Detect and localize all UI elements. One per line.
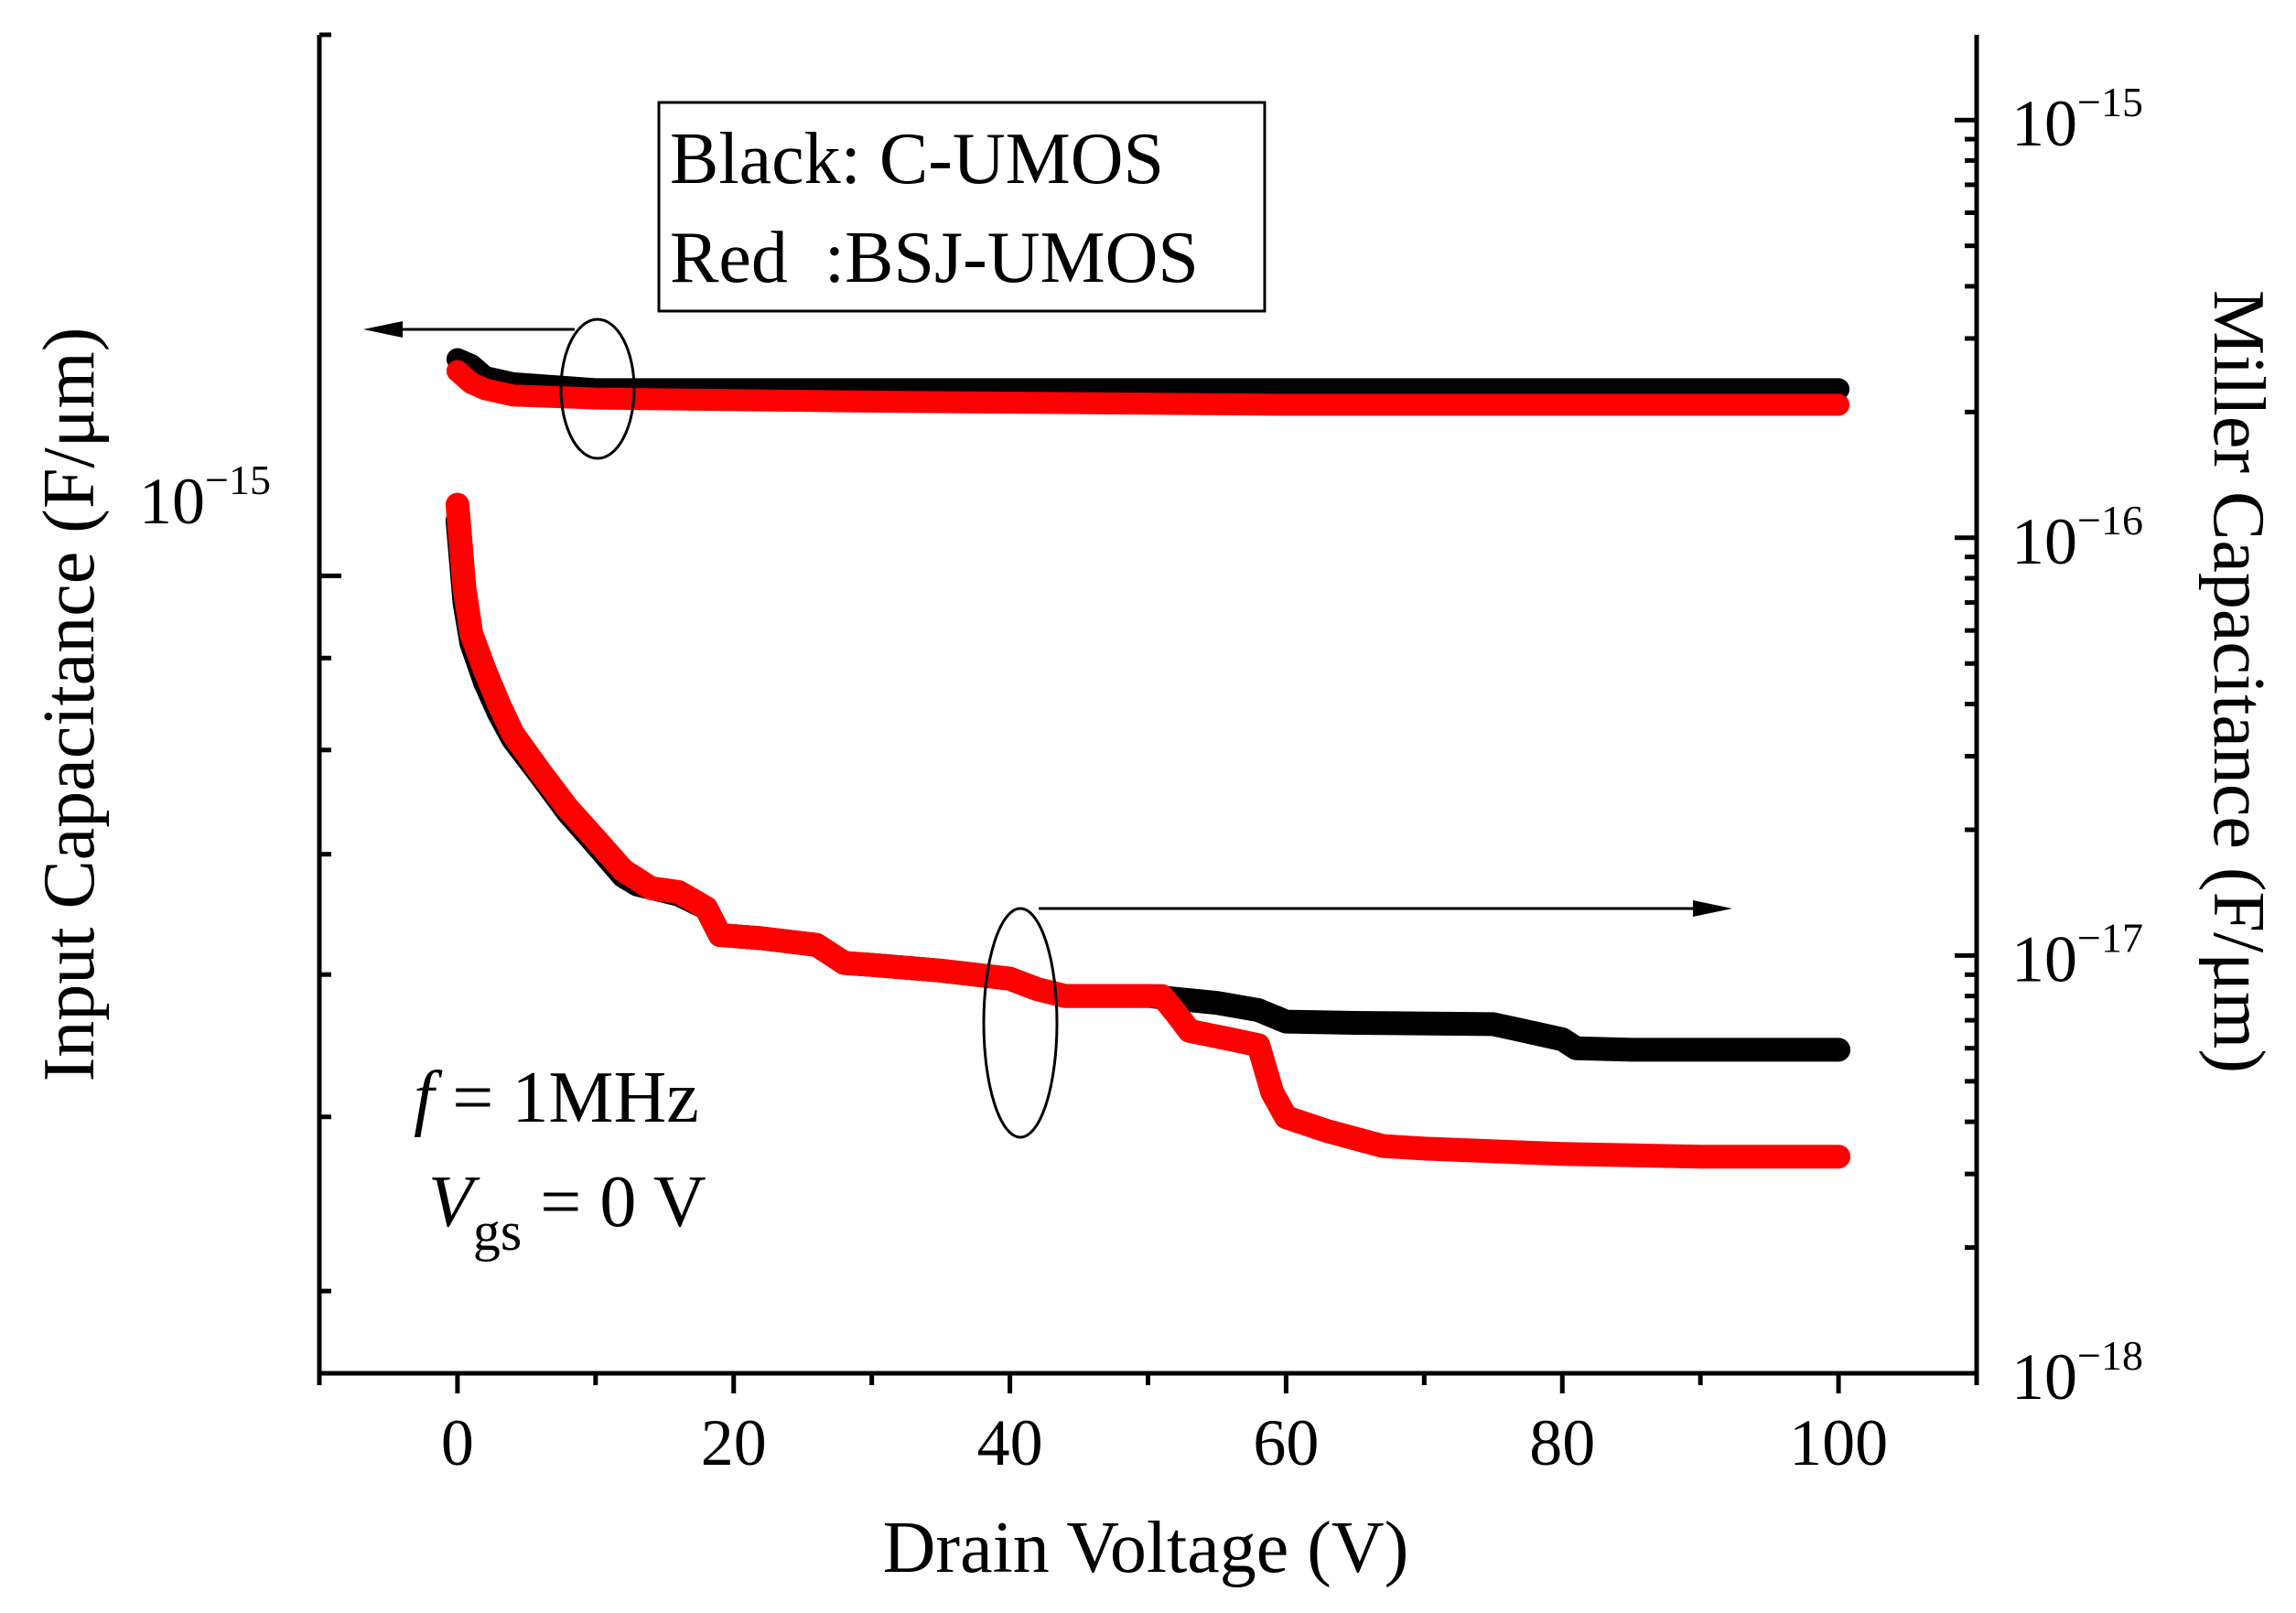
axis-indicators xyxy=(363,317,1732,1139)
x-axis-title: Drain Voltage (V) xyxy=(883,1508,1409,1588)
x-tick-label: 100 xyxy=(1789,1406,1888,1479)
x-tick-labels: 0 20 40 60 80 100 xyxy=(441,1406,1888,1479)
data-curves xyxy=(445,348,1851,1169)
right-y-tick-label: 10−18 xyxy=(2011,1332,2143,1414)
axis-ticks xyxy=(317,32,1979,1393)
frequency-annotation: f = 1MHz xyxy=(414,1058,699,1138)
right-y-axis-title: Miller Capacitance (F/μm) xyxy=(2198,290,2279,1073)
left-y-axis-title: Input Capacitance (F/μm) xyxy=(29,328,110,1082)
x-tick-label: 40 xyxy=(977,1406,1043,1479)
legend: Black: C-UMOS Red :BSJ-UMOS xyxy=(657,101,1267,313)
right-arrowhead xyxy=(1693,900,1732,917)
right-y-tick-label: 10−17 xyxy=(2011,914,2143,995)
right-y-tick-label: 10−15 xyxy=(2011,79,2143,160)
left-axis-indicator-ellipse xyxy=(559,317,636,460)
right-y-tick-labels: 10−15 10−16 10−17 10−18 xyxy=(2011,79,2143,1414)
x-tick-label: 0 xyxy=(441,1406,474,1479)
left-arrowhead xyxy=(363,321,403,338)
series-line-2 xyxy=(446,360,1850,416)
series-line-4 xyxy=(445,492,1851,1169)
x-tick-label: 60 xyxy=(1253,1406,1319,1479)
legend-box xyxy=(657,101,1267,313)
left-y-tick-label: 10−15 xyxy=(139,457,271,538)
x-tick-label: 80 xyxy=(1529,1406,1595,1479)
legend-entry-c-umos: Black: C-UMOS xyxy=(670,119,1164,199)
right-axis-indicator-ellipse xyxy=(982,907,1059,1139)
vgs-annotation: Vgs = 0 V xyxy=(428,1162,706,1262)
x-tick-label: 20 xyxy=(701,1406,767,1479)
right-y-tick-label: 10−16 xyxy=(2011,497,2143,578)
legend-entry-bsj-umos: Red :BSJ-UMOS xyxy=(670,218,1199,298)
